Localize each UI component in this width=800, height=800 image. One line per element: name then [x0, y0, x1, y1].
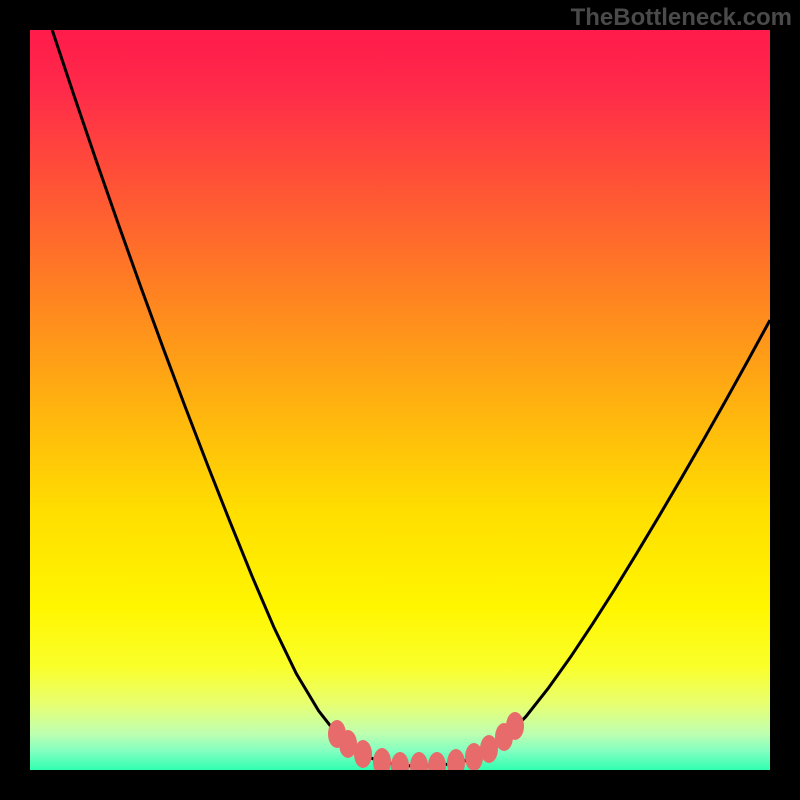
curve-marker	[354, 740, 372, 768]
curve-marker	[506, 712, 524, 740]
curve-marker	[373, 748, 391, 770]
watermark-text: TheBottleneck.com	[571, 4, 792, 32]
plot-area	[30, 30, 770, 770]
curve-marker	[447, 749, 465, 770]
bottleneck-curve-layer	[30, 30, 770, 770]
bottleneck-curve	[52, 30, 770, 766]
